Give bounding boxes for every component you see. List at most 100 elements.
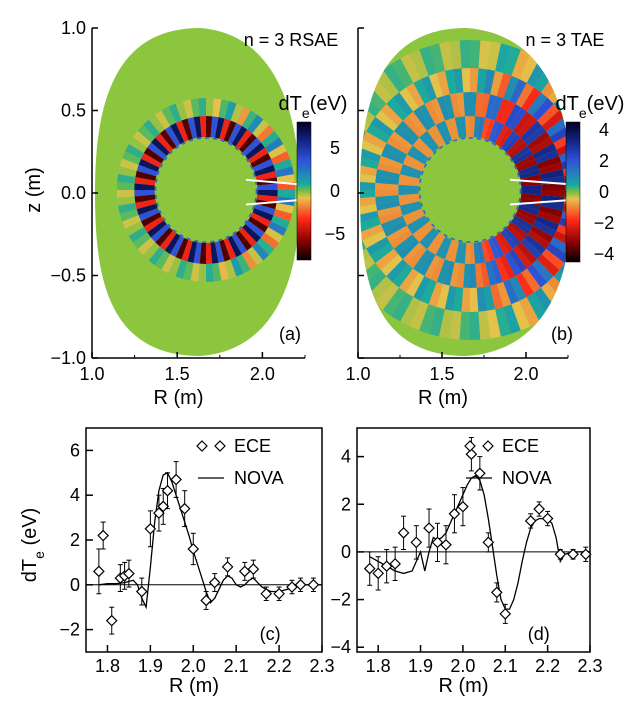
- mode-cell: [407, 245, 427, 269]
- mode-cell: [210, 242, 219, 264]
- x-tick-label: 2.3: [577, 656, 602, 676]
- mode-cell: [148, 114, 165, 134]
- ece-sightline-upper: [245, 178, 305, 186]
- mode-cell: [517, 115, 538, 138]
- ece-point: [144, 522, 157, 535]
- mode-cell: [475, 263, 484, 288]
- mode-cell: [537, 254, 560, 277]
- mode-cell: [362, 131, 387, 150]
- mode-cell: [429, 43, 445, 73]
- mode-cell: [520, 193, 542, 201]
- colorbar-title: dTe(eV): [556, 93, 625, 121]
- panel-tag: (d): [528, 624, 550, 644]
- mode-cell: [241, 110, 258, 130]
- colorbar-tick-label: 2: [599, 151, 609, 171]
- mode-cell: [504, 103, 522, 128]
- y-tick-label: −0.5: [50, 266, 86, 286]
- mode-cell: [477, 241, 486, 264]
- mode-cell: [518, 164, 539, 176]
- mode-cell: [540, 169, 565, 180]
- mode-cell: [383, 143, 408, 160]
- mode-cell: [268, 221, 287, 236]
- mode-cell: [532, 143, 557, 160]
- mode-cell: [477, 116, 486, 139]
- mode-cell: [380, 215, 405, 231]
- mode-cell: [513, 215, 533, 231]
- mode-cell: [459, 116, 467, 138]
- mode-cell: [248, 216, 269, 233]
- mode-cell: [393, 125, 416, 146]
- mode-cell: [398, 197, 420, 206]
- mode-cell: [541, 248, 565, 270]
- mode-cell: [406, 272, 425, 298]
- mode-cell: [459, 311, 470, 340]
- ece-point: [153, 507, 165, 519]
- mode-cell: [520, 120, 542, 142]
- mode-cell: [135, 199, 157, 210]
- mode-cell: [155, 133, 173, 153]
- mode-cell: [520, 197, 542, 206]
- mode-cell: [436, 284, 450, 310]
- mode-cell: [125, 221, 144, 236]
- mode-cell: [170, 122, 185, 145]
- mode-cell: [399, 268, 419, 293]
- mode-cell: [377, 205, 402, 218]
- ece-point: [389, 557, 401, 570]
- mode-cell: [252, 158, 274, 172]
- mode-cell: [480, 92, 491, 118]
- mode-cell: [398, 120, 420, 142]
- mode-cell: [400, 297, 421, 327]
- mode-cell: [392, 92, 414, 116]
- mode-cell: [461, 68, 470, 93]
- mode-cell: [399, 169, 421, 179]
- mode-cell: [118, 202, 137, 214]
- mode-cell: [138, 208, 160, 222]
- mode-cell: [435, 236, 449, 258]
- ece-point: [294, 578, 307, 591]
- mode-cell: [424, 254, 441, 280]
- mode-cell: [503, 227, 521, 246]
- ece-point: [161, 484, 174, 497]
- mode-cell: [506, 137, 525, 156]
- mode-cell: [391, 58, 414, 88]
- y-tick-label: −4: [330, 637, 351, 657]
- y-tick-label: 0: [341, 542, 351, 562]
- mode-cell: [325, 169, 353, 182]
- mode-cell: [223, 120, 237, 142]
- mode-cell: [413, 79, 431, 104]
- mode-cell: [499, 254, 516, 280]
- mode-cell: [409, 300, 429, 331]
- ece-point: [499, 608, 512, 620]
- mode-cell: [508, 141, 528, 159]
- x-tick-label: 1.0: [345, 364, 370, 384]
- mode-cell: [242, 224, 261, 243]
- mode-cell: [478, 40, 491, 70]
- mode-cell: [275, 166, 294, 178]
- mode-cell: [247, 246, 264, 266]
- mode-cell: [459, 40, 470, 69]
- mode-cell: [386, 225, 410, 243]
- mode-cell: [521, 268, 541, 293]
- mode-cell: [137, 237, 156, 256]
- mode-cell: [402, 208, 424, 221]
- mode-cell: [380, 149, 405, 165]
- y-axis-title: z (m): [23, 167, 45, 213]
- mode-cell: [362, 230, 387, 249]
- mode-cell: [527, 230, 550, 249]
- mode-cell: [444, 285, 457, 311]
- mode-cell: [483, 69, 496, 95]
- mode-cell: [419, 46, 437, 76]
- mode-cell: [132, 232, 152, 250]
- mode-cell: [193, 116, 202, 138]
- x-tick-label: 2.1: [493, 656, 518, 676]
- mode-cell: [532, 220, 557, 237]
- mode-cell: [449, 262, 460, 288]
- mode-cell: [412, 141, 432, 159]
- mode-cell: [252, 242, 270, 261]
- mode-cell: [444, 118, 456, 141]
- mode-cell: [485, 261, 497, 286]
- mode-cell: [122, 215, 141, 229]
- ece-point: [533, 503, 546, 515]
- mode-cell: [257, 183, 278, 190]
- mode-cell: [231, 125, 248, 147]
